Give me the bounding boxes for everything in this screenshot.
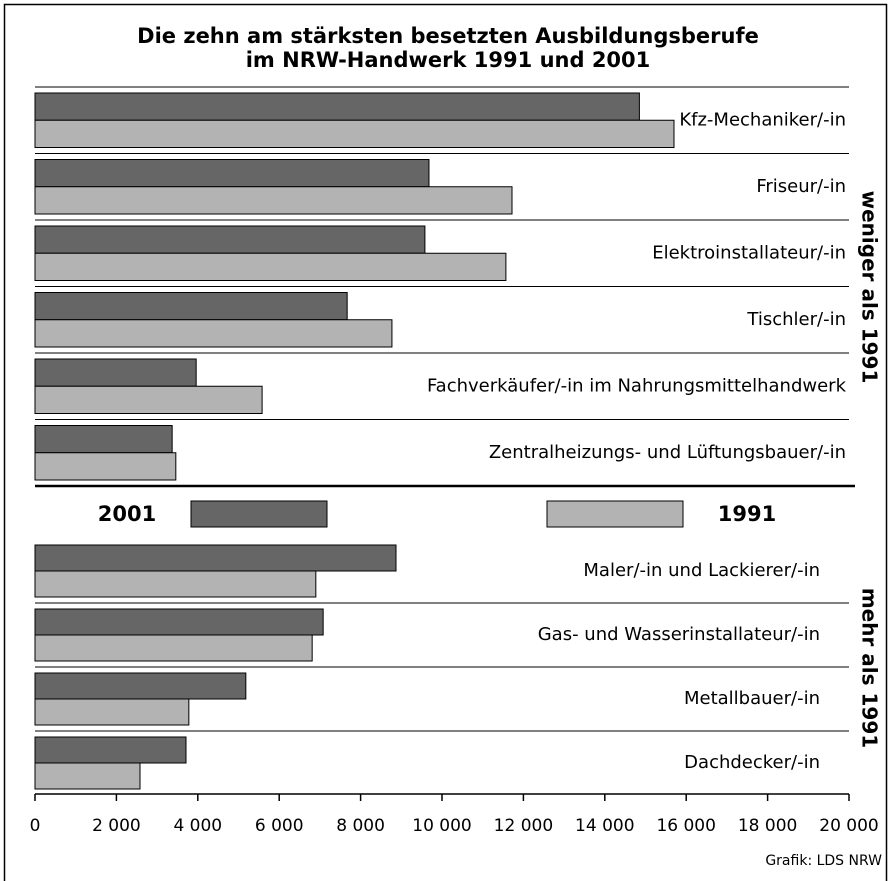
bar [34,292,348,321]
category-label: Friseur/-in [756,176,846,197]
bar [34,570,317,598]
chart-title: Die zehn am stärksten besetzten Ausbildu… [137,24,759,48]
category-label: Dachdecker/-in [684,752,820,773]
category-label: Gas- und Wasserinstallateur/-in [538,624,820,645]
bar [34,92,640,121]
legend-swatch [546,500,684,528]
x-tick-label: 20 000 [819,816,878,836]
x-tick-label: 14 000 [575,816,634,836]
x-tick-label: 2 000 [92,816,141,836]
legend-swatch [190,500,328,528]
legend-label: 2001 [98,502,156,526]
bar [34,252,507,281]
group-label: mehr als 1991 [858,588,882,748]
x-tick-label: 4 000 [173,816,222,836]
category-label: Zentralheizungs- und Lüftungsbauer/-in [489,442,846,463]
group-label: weniger als 1991 [858,191,882,384]
bar [34,425,173,454]
bar [34,762,141,790]
legend-label: 1991 [718,502,776,526]
bar [34,544,397,572]
bar [34,698,190,726]
chart-title: im NRW-Handwerk 1991 und 2001 [246,48,651,72]
bar [34,452,177,481]
bar [34,358,197,387]
bar [34,672,247,700]
bar [34,119,675,148]
category-label: Fachverkäufer/-in im Nahrungsmittelhandw… [427,375,847,396]
x-tick-label: 6 000 [255,816,304,836]
category-label: Metallbauer/-in [684,688,820,709]
category-label: Elektroinstallateur/-in [652,242,846,263]
bar [34,319,393,348]
bar [34,225,426,254]
bar [34,186,513,215]
category-label: Maler/-in und Lackierer/-in [583,560,820,581]
bar [34,385,263,414]
category-label: Tischler/-in [746,309,846,330]
credit: Grafik: LDS NRW [765,853,882,869]
x-tick-label: 12 000 [494,816,553,836]
bar [34,608,324,636]
x-tick-label: 0 [30,816,41,836]
x-tick-label: 16 000 [656,816,715,836]
bar [34,736,187,764]
bar [34,159,430,188]
category-label: Kfz-Mechaniker/-in [679,109,846,130]
x-tick-label: 18 000 [738,816,797,836]
frame [3,3,888,881]
x-tick-label: 10 000 [412,816,471,836]
bar [34,634,313,662]
x-tick-label: 8 000 [336,816,385,836]
